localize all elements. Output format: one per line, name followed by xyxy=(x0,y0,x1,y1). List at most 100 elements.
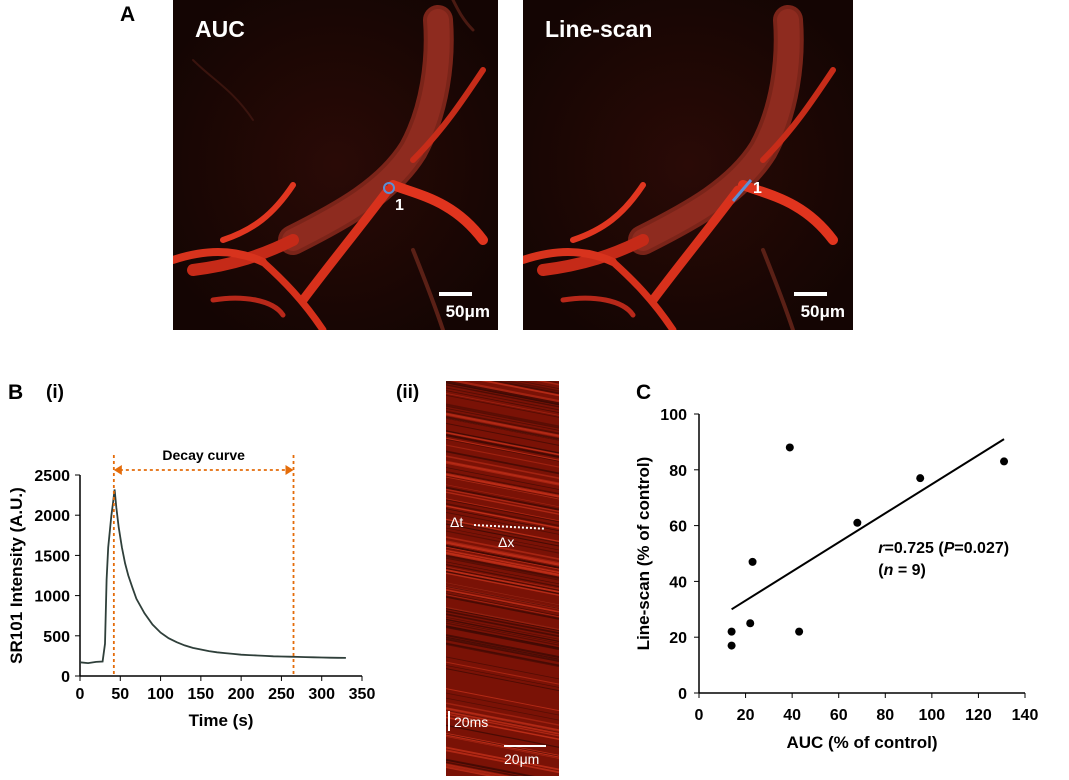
space-scale-bar xyxy=(504,745,546,747)
y-tick-label: 0 xyxy=(678,686,687,703)
line-scan-streak xyxy=(446,381,559,405)
line-scan-streak xyxy=(446,716,559,741)
line-scan-streak xyxy=(446,384,559,408)
roi-label: 1 xyxy=(395,197,404,214)
panel-b-letter: B xyxy=(8,381,24,404)
line-scan-streak xyxy=(446,569,559,593)
line-scan-streak xyxy=(446,635,559,659)
line-scan-streak xyxy=(446,461,559,485)
delta-t-label: Δt xyxy=(450,514,464,530)
panel-b-ii-label: (ii) xyxy=(396,382,420,403)
line-scan-streak xyxy=(446,688,559,712)
y-tick-label: 60 xyxy=(669,519,687,536)
line-scan-streak xyxy=(446,549,559,573)
line-scan-streak xyxy=(446,692,559,716)
line-scan-streak xyxy=(517,381,559,390)
line-scan-streak xyxy=(446,393,559,416)
line-scan-streak xyxy=(446,767,492,776)
x-tick-label: 150 xyxy=(188,686,215,703)
y-tick-label: 80 xyxy=(669,463,687,480)
line-scan-streak xyxy=(446,656,559,680)
line-scan-streak xyxy=(446,394,559,418)
line-scan-streak xyxy=(446,437,559,461)
x-tick-label: 0 xyxy=(76,686,85,703)
vessel-network-image xyxy=(523,0,853,330)
x-tick-label: 350 xyxy=(349,686,376,703)
line-scan-streak xyxy=(449,381,559,403)
scale-bar xyxy=(439,292,472,296)
line-scan-streak xyxy=(446,589,559,613)
y-axis-label: Line-scan (% of control) xyxy=(634,457,653,651)
line-scan-streak xyxy=(446,590,559,614)
y-tick-label: 1000 xyxy=(34,589,70,606)
line-scan-streak xyxy=(446,636,559,661)
line-scan-streak xyxy=(446,508,559,532)
data-point xyxy=(746,619,755,628)
line-scan-streak xyxy=(446,566,559,590)
roi-label: 1 xyxy=(753,180,762,197)
roi-marker-line xyxy=(731,179,753,202)
line-scan-streak xyxy=(446,473,559,498)
line-scan-streak xyxy=(446,511,559,535)
line-scan-streak xyxy=(446,765,500,776)
sample-size-annotation: (n = 9) xyxy=(878,562,926,579)
arrow-head-left xyxy=(113,465,122,475)
line-scan-streak xyxy=(446,734,559,758)
line-scan-streak xyxy=(446,431,559,456)
x-tick-label: 50 xyxy=(111,686,129,703)
line-scan-streak xyxy=(446,476,559,500)
line-scan-streak xyxy=(446,733,559,757)
data-point xyxy=(727,641,736,650)
x-tick-label: 120 xyxy=(965,707,992,724)
line-scan-streak xyxy=(446,761,521,776)
line-scan-streak xyxy=(446,618,559,643)
line-scan-streak xyxy=(446,518,559,543)
y-axis-label: SR101 Intensity (A.U.) xyxy=(7,487,26,664)
line-scan-streak xyxy=(446,555,559,580)
line-scan-streak xyxy=(446,471,559,495)
line-scan-streak xyxy=(480,381,559,397)
line-scan-streak xyxy=(446,567,559,592)
line-scan-streak xyxy=(446,546,559,570)
line-scan-streak xyxy=(446,416,559,441)
line-scan-streak xyxy=(491,381,559,395)
delta-x-label: Δx xyxy=(498,534,515,550)
data-point xyxy=(748,557,757,566)
x-tick-label: 300 xyxy=(308,686,335,703)
line-scan-streak xyxy=(446,544,559,569)
line-scan-streak xyxy=(446,499,559,523)
line-scan-streak xyxy=(446,455,559,479)
line-scan-streak xyxy=(446,472,559,496)
line-scan-streak xyxy=(446,462,559,486)
line-scan-streak xyxy=(446,638,559,663)
line-scan-streak xyxy=(446,403,559,428)
y-tick-label: 0 xyxy=(61,669,70,686)
line-scan-streak xyxy=(446,746,559,771)
series-line xyxy=(79,489,346,665)
line-scan-streak xyxy=(446,763,510,776)
line-scan-streak xyxy=(446,736,559,759)
line-scan-streak xyxy=(446,444,559,468)
line-scan-streak xyxy=(446,620,559,644)
line-scan-streak xyxy=(446,502,559,527)
line-scan-streak xyxy=(446,622,559,646)
line-scan-streak xyxy=(446,697,559,721)
x-axis-label: Time (s) xyxy=(189,711,254,730)
line-scan-streak xyxy=(446,410,559,435)
line-scan-streak xyxy=(446,702,559,726)
line-scan-streak xyxy=(446,724,559,748)
panel-b-i-label: (i) xyxy=(46,382,64,403)
line-scan-streak xyxy=(446,491,559,515)
x-tick-label: 250 xyxy=(268,686,295,703)
data-point xyxy=(795,627,804,636)
time-scale-label: 20ms xyxy=(454,714,489,730)
line-scan-streak xyxy=(446,390,559,413)
x-tick-label: 80 xyxy=(876,707,894,724)
panel-a-letter: A xyxy=(120,3,136,26)
line-scan-streak xyxy=(446,732,559,757)
line-scan-streak xyxy=(446,595,559,620)
line-scan-streak xyxy=(446,422,559,446)
line-scan-streak xyxy=(446,467,559,490)
data-point xyxy=(916,474,925,483)
x-tick-label: 200 xyxy=(228,686,255,703)
